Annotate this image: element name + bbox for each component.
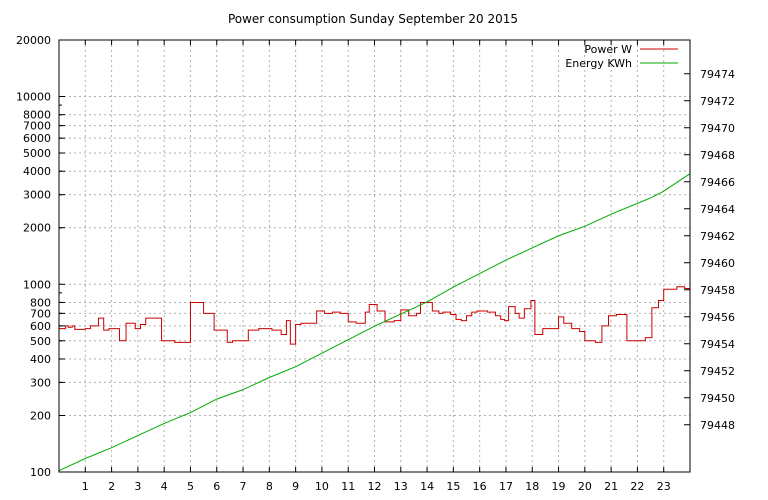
y2-tick-label: 79456	[700, 311, 735, 324]
legend-label-energy: Energy KWh	[565, 57, 632, 70]
y-tick-label: 400	[30, 353, 51, 366]
x-tick-label: 1	[82, 480, 89, 493]
y-tick-label: 4000	[23, 165, 51, 178]
y2-tick-label: 79472	[700, 95, 735, 108]
y-tick-label: 500	[30, 335, 51, 348]
y-tick-label: 2000	[23, 222, 51, 235]
x-tick-label: 8	[266, 480, 273, 493]
y2-tick-label: 79450	[700, 392, 735, 405]
x-tick-label: 16	[473, 480, 487, 493]
x-tick-label: 14	[420, 480, 434, 493]
gridlines	[59, 39, 690, 473]
legend-label-power: Power W	[584, 43, 632, 56]
x-tick-label: 10	[315, 480, 329, 493]
x-tick-label: 19	[552, 480, 566, 493]
y2-tick-label: 79454	[700, 338, 735, 351]
chart-title: Power consumption Sunday September 20 20…	[228, 12, 518, 26]
y2-tick-label: 79470	[700, 122, 735, 135]
x-tick-label: 15	[446, 480, 460, 493]
legend: Power W Energy KWh	[565, 43, 678, 70]
y-tick-label: 100	[30, 466, 51, 479]
y-tick-label: 10000	[16, 91, 51, 104]
y-tick-label: 600	[30, 320, 51, 333]
y-tick-label: 700	[30, 307, 51, 320]
y2-tick-label: 79452	[700, 365, 735, 378]
x-tick-label: 11	[341, 480, 355, 493]
x-tick-label: 21	[604, 480, 618, 493]
y-tick-label: 3000	[23, 189, 51, 202]
y2-tick-label: 79458	[700, 284, 735, 297]
y2-tick-label: 79448	[700, 419, 735, 432]
y-tick-label: 7000	[23, 120, 51, 133]
y2-tick-label: 79460	[700, 257, 735, 270]
y-tick-label: 200	[30, 409, 51, 422]
x-tick-label: 2	[108, 480, 115, 493]
y-tick-label: 5000	[23, 147, 51, 160]
x-tick-label: 13	[394, 480, 408, 493]
x-tick-label: 22	[630, 480, 644, 493]
y-tick-label: 300	[30, 376, 51, 389]
x-tick-label: 17	[499, 480, 513, 493]
x-tick-label: 9	[292, 480, 299, 493]
plot-border	[58, 39, 691, 473]
series-layer	[58, 173, 691, 472]
x-tick-label: 4	[161, 480, 168, 493]
x-tick-label: 18	[525, 480, 539, 493]
y2-tick-label: 79462	[700, 230, 735, 243]
x-tick-label: 20	[578, 480, 592, 493]
y2-tick-label: 79474	[700, 68, 735, 81]
y-tick-label: 20000	[16, 34, 51, 47]
y-tick-label: 1000	[23, 278, 51, 291]
x-tick-label: 7	[240, 480, 247, 493]
y-tick-label: 6000	[23, 132, 51, 145]
x-tick-label: 12	[368, 480, 382, 493]
x-tick-label: 23	[657, 480, 671, 493]
y2-tick-label: 79468	[700, 149, 735, 162]
y2-tick-label: 79464	[700, 203, 735, 216]
tick-labels: 1 2 3 4 5 6 7 8 9 10 11 12 13 14 15 16 17 18 19 20 21 22 23100…	[16, 34, 735, 493]
series-line-energy	[58, 173, 691, 472]
x-tick-label: 6	[213, 480, 220, 493]
axes	[58, 39, 691, 473]
y2-tick-label: 79466	[700, 176, 735, 189]
y-tick-label: 800	[30, 296, 51, 309]
x-tick-label: 5	[187, 480, 194, 493]
x-tick-label: 3	[134, 480, 141, 493]
y-tick-label: 8000	[23, 109, 51, 122]
